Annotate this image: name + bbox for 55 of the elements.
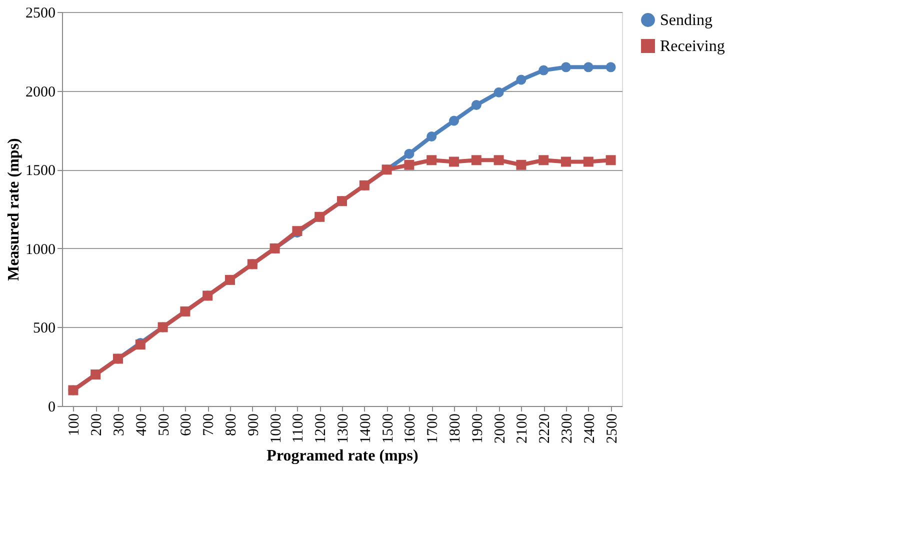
x-tick-label: 1800: [448, 414, 464, 444]
y-axis-title: Measured rate (mps): [6, 138, 22, 281]
x-tick-label: 700: [201, 414, 218, 436]
y-tick-label: 0: [48, 400, 56, 416]
point: [561, 62, 571, 72]
x-tick-label: 1900: [470, 414, 486, 444]
legend-label: Receiving: [660, 38, 725, 55]
x-tick-label: 2000: [492, 414, 508, 444]
point: [471, 100, 482, 110]
point: [404, 160, 414, 170]
point: [426, 132, 437, 142]
x-tick-label: 800: [224, 414, 240, 436]
point: [561, 156, 571, 167]
x-tick-label: 900: [246, 414, 262, 436]
x-tick-label: 300: [112, 414, 128, 436]
point: [538, 65, 549, 76]
x-tick-label: 400: [134, 414, 150, 436]
x-tick-label: 1000: [268, 414, 284, 444]
point: [583, 156, 594, 167]
point: [606, 155, 616, 166]
x-tick-label: 2500: [604, 414, 620, 444]
y-tick-label: 1500: [26, 163, 56, 180]
y-tick-label: 2000: [26, 84, 56, 100]
x-tick-label: 1600: [402, 414, 419, 444]
point: [449, 116, 459, 126]
x-tick-label: 100: [66, 414, 83, 436]
point: [494, 155, 504, 166]
point: [426, 155, 437, 166]
point: [471, 155, 482, 166]
x-tick-label: 1200: [313, 414, 330, 444]
x-tick-label: 2220: [537, 414, 554, 444]
y-tick-label: 2500: [26, 6, 56, 22]
x-tick-label: 500: [156, 414, 172, 436]
point: [449, 156, 459, 167]
point: [516, 160, 526, 170]
x-tick-label: 2300: [560, 414, 576, 444]
x-tick-label: 200: [89, 414, 106, 436]
x-tick-label: 2400: [582, 414, 598, 444]
legend-label: Sending: [660, 12, 712, 29]
point: [404, 148, 414, 159]
x-tick-label: 600: [178, 414, 195, 436]
x-tick-label: 1500: [380, 414, 396, 444]
point: [583, 62, 594, 72]
x-tick-label: 2100: [514, 414, 531, 444]
point: [516, 74, 526, 85]
point: [494, 87, 504, 98]
x-tick-label: 1100: [290, 414, 307, 443]
x-axis-title: Programed rate (mps): [266, 448, 418, 464]
y-tick-label: 500: [33, 320, 56, 337]
y-tick-label: 1000: [26, 242, 56, 258]
point: [606, 62, 616, 72]
x-tick-label: 1300: [336, 414, 352, 444]
x-tick-label: 1400: [358, 414, 374, 444]
x-tick-label: 1700: [425, 414, 442, 444]
point: [538, 155, 549, 166]
